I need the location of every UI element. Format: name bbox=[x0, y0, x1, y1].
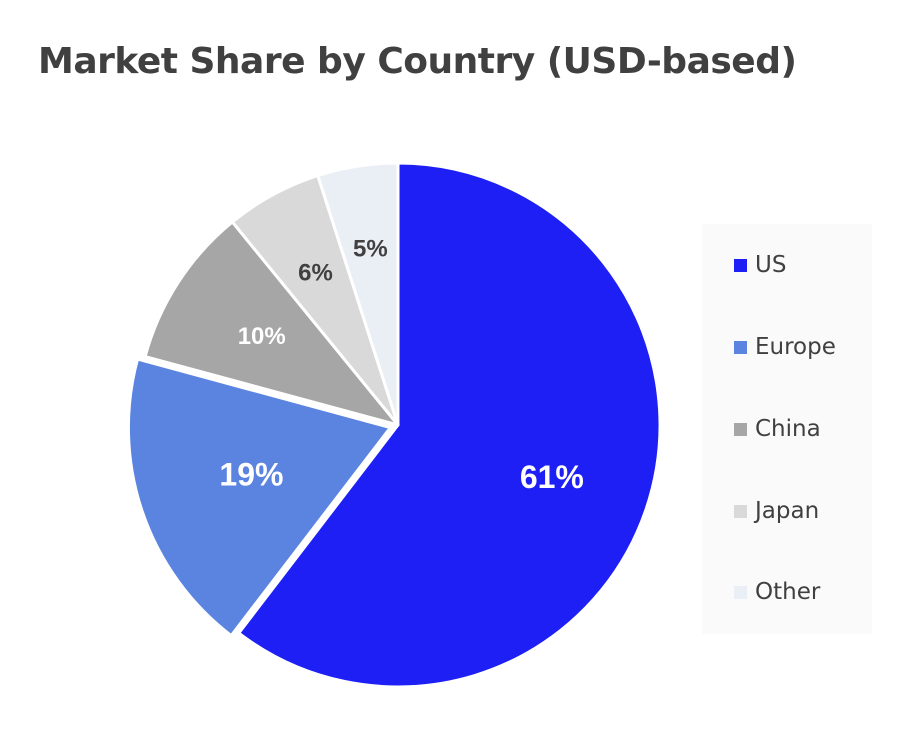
pie-slice-us bbox=[237, 161, 662, 689]
pie-slices bbox=[126, 161, 662, 689]
pie-data-labels: 61% 19% 10% 6% 5% bbox=[219, 235, 583, 495]
legend-swatch-us bbox=[734, 258, 747, 272]
legend-swatch-japan bbox=[734, 504, 747, 518]
data-label-japan: 6% bbox=[298, 260, 333, 287]
pie-slice-europe bbox=[126, 357, 392, 638]
legend-swatch-other bbox=[734, 585, 747, 599]
pie-slice-other bbox=[316, 161, 400, 427]
data-label-europe: 19% bbox=[219, 457, 283, 493]
data-label-china: 10% bbox=[238, 323, 286, 350]
legend-label-other: Other bbox=[755, 579, 821, 605]
legend-label-europe: Europe bbox=[755, 334, 836, 360]
legend-label-japan: Japan bbox=[755, 498, 820, 524]
legend-item-japan: Japan bbox=[734, 496, 819, 526]
legend-item-europe: Europe bbox=[734, 332, 836, 362]
data-label-us: 61% bbox=[520, 459, 584, 495]
chart-legend: US Europe China Japan Other bbox=[702, 224, 872, 634]
legend-item-us: US bbox=[734, 250, 786, 280]
chart-title: Market Share by Country (USD-based) bbox=[38, 41, 797, 82]
data-label-other: 5% bbox=[353, 235, 388, 262]
legend-label-us: US bbox=[755, 252, 787, 278]
legend-swatch-europe bbox=[734, 340, 747, 354]
legend-label-china: China bbox=[755, 416, 821, 442]
pie-slice-china bbox=[143, 220, 400, 427]
legend-item-china: China bbox=[734, 414, 821, 444]
legend-item-other: Other bbox=[734, 577, 820, 607]
legend-swatch-china bbox=[734, 422, 747, 436]
